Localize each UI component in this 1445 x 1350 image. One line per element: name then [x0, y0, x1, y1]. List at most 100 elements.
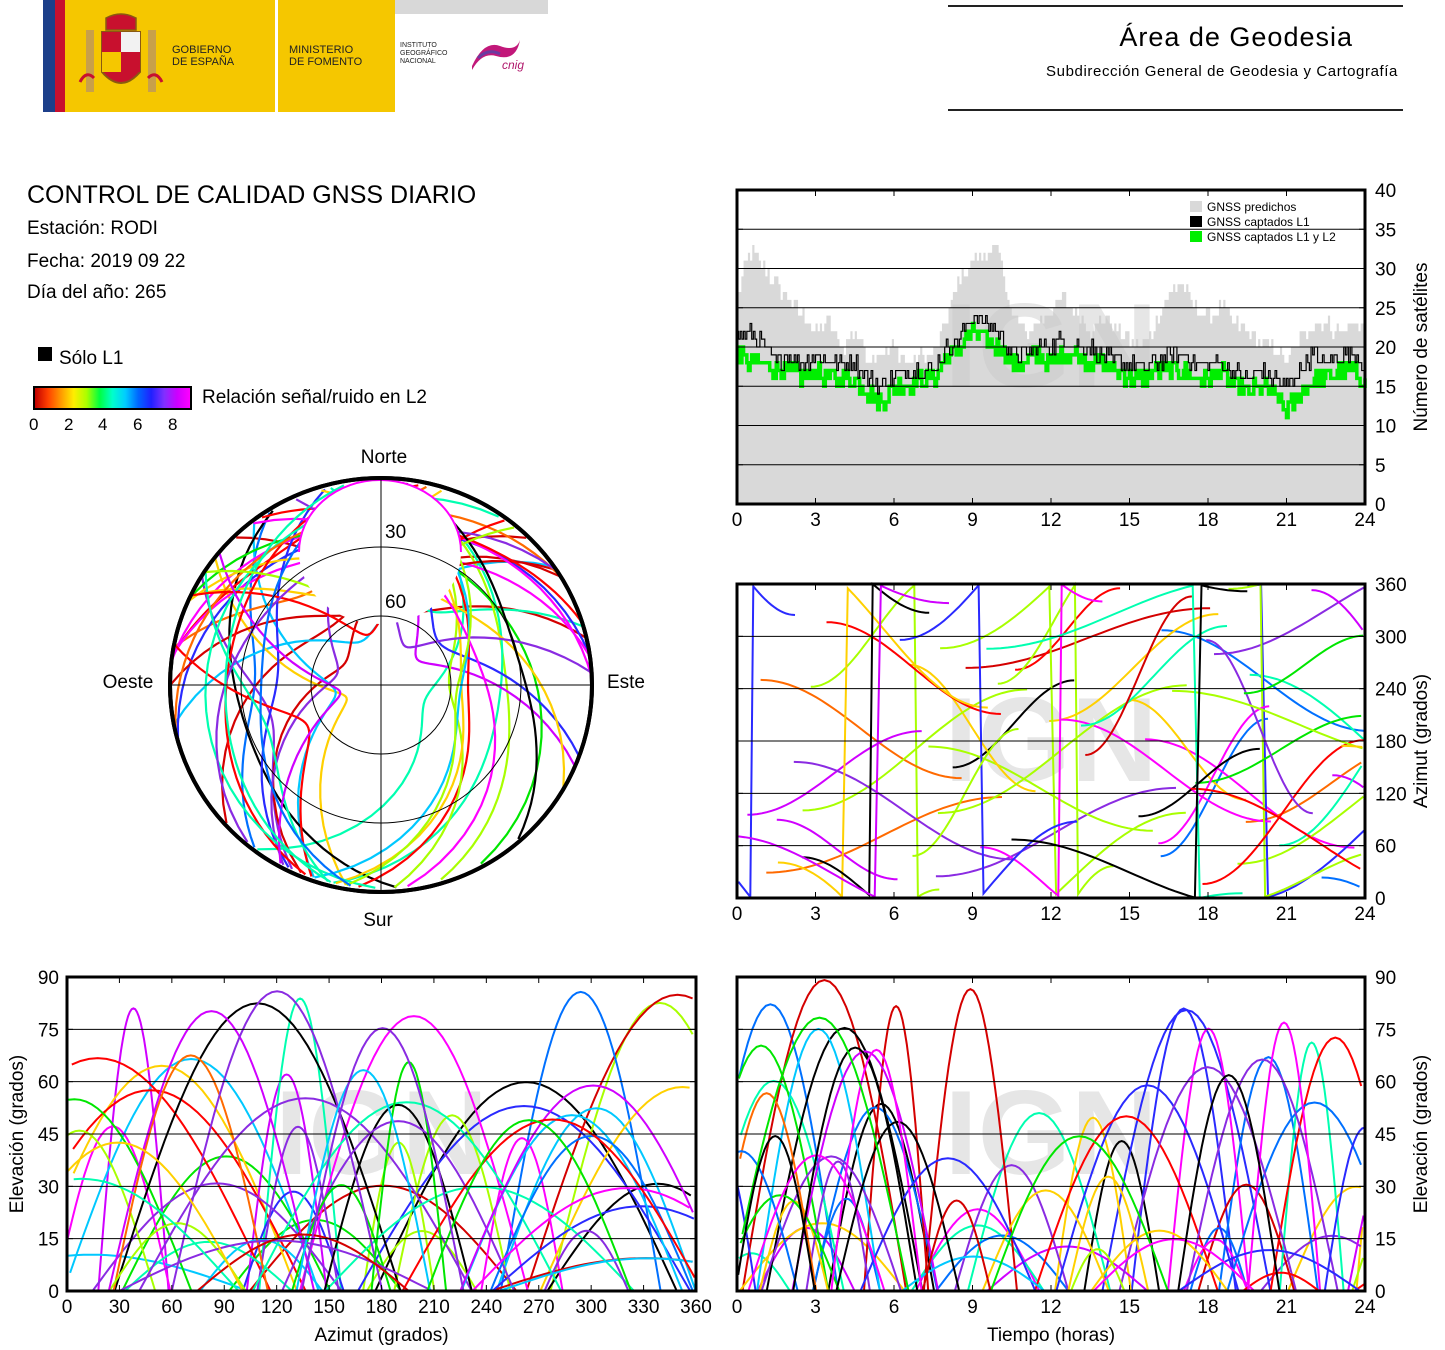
- satellite-track: [405, 482, 538, 840]
- satellite-track: [737, 583, 796, 900]
- y-tick-label: 120: [1375, 784, 1407, 805]
- skyplot-east-label: Este: [607, 672, 645, 693]
- x-tick-label: 24: [1354, 904, 1376, 925]
- y-tick-label: 30: [1375, 1177, 1396, 1198]
- azimuth-tracks: [737, 581, 1366, 900]
- satellite-track: [1242, 1271, 1320, 1292]
- y-tick-label: 15: [1375, 377, 1396, 398]
- y-tick-label: 30: [38, 1177, 59, 1198]
- satellite-track: [760, 1155, 902, 1292]
- x-tick-label: 12: [1040, 1297, 1061, 1318]
- satellite-track: [1351, 1257, 1364, 1292]
- page-title: CONTROL DE CALIDAD GNSS DIARIO: [27, 181, 477, 209]
- satellite-track: [1228, 582, 1362, 898]
- y-tick-label: 0: [1375, 1282, 1386, 1303]
- snr-tick: 6: [133, 415, 143, 434]
- satellite-track: [1311, 589, 1364, 631]
- satellite-track: [525, 993, 693, 1292]
- x-tick-label: 120: [261, 1297, 293, 1318]
- satellite-track: [426, 1119, 632, 1292]
- north-gap: [299, 480, 461, 624]
- instituto-label: INSTITUTO GEOGRÁFICO NACIONAL: [400, 42, 448, 65]
- satellite-track: [1033, 1115, 1219, 1292]
- x-tick-label: 0: [62, 1297, 73, 1318]
- satellite-track: [747, 730, 922, 816]
- coat-of-arms-icon: [78, 13, 164, 92]
- satellite-track: [737, 1044, 830, 1292]
- satellite-track: [71, 1057, 272, 1292]
- satellite-track: [1218, 1056, 1319, 1292]
- snr-tick: 0: [29, 415, 39, 434]
- satellite-track: [190, 530, 543, 865]
- y-tick-label: 20: [1375, 338, 1396, 359]
- x-tick-label: 18: [1197, 904, 1218, 925]
- satellite-track: [1287, 1185, 1362, 1292]
- satellite-track: [1189, 1227, 1249, 1292]
- satellite-track: [921, 1199, 992, 1292]
- satellite-track: [108, 1222, 247, 1292]
- area-title: Área de Geodesia: [1119, 22, 1353, 52]
- satellite-track: [1083, 1140, 1161, 1292]
- satellite-track: [737, 1150, 799, 1292]
- satellite-track: [952, 679, 1075, 769]
- satellite-track: [1101, 1008, 1272, 1292]
- satellite-track: [67, 1141, 244, 1292]
- cnig-logo-icon: [472, 40, 520, 70]
- satellite-track: [1067, 1175, 1150, 1292]
- satellite-track: [741, 979, 908, 1292]
- satellite-track: [792, 1046, 919, 1292]
- x-axis-label: Tiempo (horas): [987, 1325, 1115, 1346]
- header-rule-top: [948, 5, 1403, 7]
- satellite-track: [112, 1054, 269, 1292]
- gobierno-label: GOBIERNO DE ESPAÑA: [172, 44, 235, 68]
- y-tick-label: 240: [1375, 680, 1407, 701]
- x-tick-label: 150: [313, 1297, 345, 1318]
- satellite-track: [1090, 1229, 1229, 1292]
- satellite-track: [909, 663, 1036, 793]
- satellite-track: [459, 1084, 694, 1292]
- doy-text: Día del año: 265: [27, 282, 167, 303]
- x-tick-label: 3: [810, 1297, 821, 1318]
- satellite-track: [1332, 774, 1364, 789]
- satellite-track: [997, 581, 1114, 898]
- satellite-track: [1323, 1126, 1366, 1292]
- y-tick-label: 40: [1375, 181, 1396, 202]
- x-tick-label: 6: [889, 1297, 900, 1318]
- y-tick-label: 75: [38, 1020, 59, 1041]
- series-l1l2-line: [736, 321, 1367, 420]
- satellite-track: [1321, 876, 1360, 888]
- satellite-track: [793, 760, 1015, 861]
- x-tick-label: 240: [470, 1297, 502, 1318]
- satellite-track: [204, 572, 329, 883]
- x-tick-label: 210: [418, 1297, 450, 1318]
- skyplot-north-label: Norte: [361, 447, 407, 468]
- satellite-track: [471, 1187, 690, 1292]
- satellite-track: [401, 1118, 696, 1292]
- satellite-track: [937, 684, 1187, 815]
- x-tick-label: 6: [889, 510, 900, 531]
- legend-swatch: [1190, 231, 1202, 242]
- satellite-track: [766, 796, 1003, 874]
- ign-watermark: IGN: [944, 279, 1157, 413]
- satellite-track: [97, 1007, 170, 1292]
- y-tick-label: 60: [1375, 837, 1396, 858]
- x-tick-label: 24: [1354, 510, 1376, 531]
- satellite-track: [72, 1064, 298, 1292]
- y-axis-label: Elevación (grados): [7, 1055, 28, 1213]
- satellite-track: [830, 1048, 923, 1292]
- snr-colorbar: [33, 386, 192, 410]
- legend-swatch: [1190, 201, 1202, 212]
- y-tick-label: 45: [1375, 1125, 1396, 1146]
- snr-tick: 2: [64, 415, 74, 434]
- satellite-track: [259, 481, 371, 887]
- y-tick-label: 180: [1375, 732, 1407, 753]
- satellite-track: [859, 1157, 1037, 1292]
- satellite-track: [91, 1182, 343, 1292]
- satellite-track: [1049, 613, 1219, 722]
- snr-colorbar-label: Relación señal/ruido en L2: [202, 387, 427, 408]
- x-tick-label: 6: [889, 904, 900, 925]
- skyplot-south-label: Sur: [363, 910, 393, 931]
- satellite-track: [1160, 717, 1269, 858]
- only-l1-swatch: [38, 347, 52, 361]
